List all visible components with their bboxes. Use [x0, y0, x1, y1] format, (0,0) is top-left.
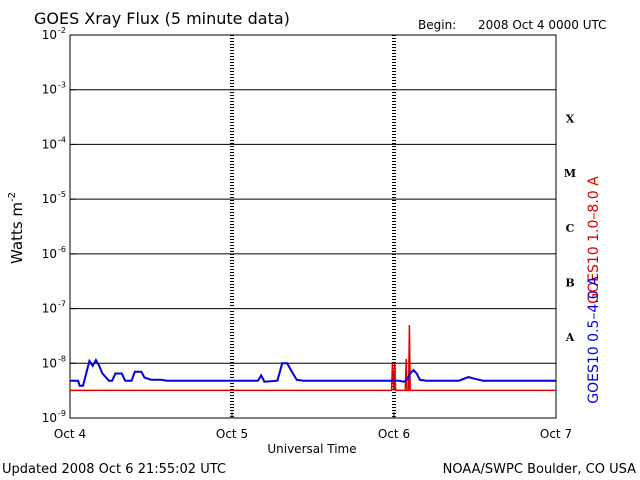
y-tick-exp-7: -9	[58, 409, 66, 418]
flare-class-x: X	[566, 112, 575, 125]
y-tick-base-4: 10	[42, 247, 57, 261]
x-axis-label: Universal Time	[267, 442, 356, 456]
y-tick-label-6: 10	[42, 356, 57, 370]
svg-text:Watts m-2: Watts m-2	[7, 192, 26, 264]
y-tick-label-2: 10	[42, 137, 57, 151]
flare-class-b: B	[565, 276, 574, 289]
chart-title: GOES Xray Flux (5 minute data)	[34, 9, 290, 28]
data-series	[70, 324, 556, 392]
y-axis-label-exp: -2	[7, 192, 18, 202]
y-axis-label-base: Watts m	[8, 202, 26, 264]
y-tick-base-7: 10	[42, 411, 57, 425]
begin-value: 2008 Oct 4 0000 UTC	[478, 18, 607, 32]
updated-timestamp: Updated 2008 Oct 6 21:55:02 UTC	[2, 462, 226, 477]
begin-label: Begin:	[418, 18, 456, 32]
y-tick-exp-4: -6	[58, 245, 66, 254]
source-credit: NOAA/SWPC Boulder, CO USA	[443, 462, 636, 477]
x-tick-labels: Oct 4 Oct 5 Oct 6 Oct 7	[54, 412, 572, 441]
y-tick-base-2: 10	[42, 137, 57, 151]
y-tick-label-0: 10	[42, 28, 57, 42]
y-tick-exp-3: -5	[58, 190, 66, 199]
y-tick-exp-5: -7	[58, 300, 66, 309]
y-axis-label: Watts m-2	[7, 192, 26, 264]
y-tick-base-0: 10	[42, 28, 57, 42]
series-label-red: GOES10 1.0–8.0 A	[586, 176, 602, 304]
y-tick-exp-2: -4	[58, 135, 66, 144]
y-tick-base-3: 10	[42, 192, 57, 206]
y-tick-exp-6: -8	[58, 354, 66, 363]
y-tick-exp-1: -3	[58, 81, 66, 90]
y-tick-label-1: 10	[42, 83, 57, 97]
y-tick-label-7: 10	[42, 411, 57, 425]
x-tick-label-3: Oct 7	[540, 427, 572, 441]
x-tick-label-2: Oct 6	[378, 427, 410, 441]
decade-gridlines	[70, 89, 556, 364]
x-tick-label-0: Oct 4	[54, 427, 86, 441]
y-tick-base-6: 10	[42, 356, 57, 370]
y-tick-labels: 10-210-310-410-510-610-710-810-9	[42, 26, 76, 425]
day-markers	[230, 35, 396, 418]
y-tick-label-3: 10	[42, 192, 57, 206]
y-tick-base-5: 10	[42, 302, 57, 316]
y-tick-base-1: 10	[42, 83, 57, 97]
series-label-blue: GOES10 0.5–4.0 A	[586, 276, 602, 404]
series-line-blue	[70, 357, 556, 387]
flare-class-m: M	[564, 167, 576, 180]
series-line-red	[70, 324, 556, 392]
flare-class-a: A	[565, 331, 575, 344]
y-tick-exp-0: -2	[58, 26, 66, 35]
y-tick-label-4: 10	[42, 247, 57, 261]
flare-class-c: C	[566, 222, 575, 235]
y-tick-label-5: 10	[42, 302, 57, 316]
x-tick-label-1: Oct 5	[216, 427, 248, 441]
flare-class-labels: X M C B A	[564, 112, 576, 344]
plot-frame	[69, 34, 557, 419]
